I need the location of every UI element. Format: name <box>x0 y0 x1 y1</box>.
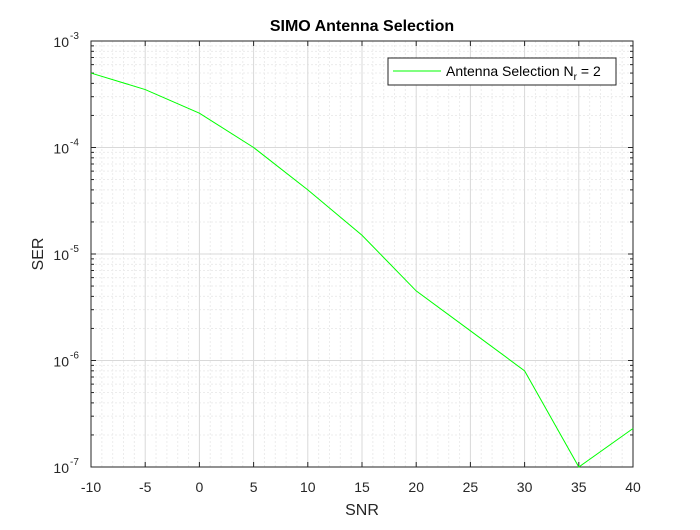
x-tick-label: 30 <box>517 479 533 495</box>
y-tick-label: 10 <box>53 247 69 263</box>
y-tick-label: 10 <box>53 460 69 476</box>
y-tick-exponent: -3 <box>70 31 79 42</box>
x-axis-label: SNR <box>345 502 379 519</box>
series <box>90 72 634 468</box>
legend-label-suffix: = 2 <box>577 63 601 79</box>
y-tick-label: 10 <box>53 34 69 50</box>
x-tick-label: 20 <box>408 479 424 495</box>
y-tick-exponent: -5 <box>70 244 79 255</box>
x-tick-label: 15 <box>354 479 370 495</box>
x-tick-label: -5 <box>139 479 152 495</box>
legend-label-main: Antenna Selection N <box>446 63 574 79</box>
y-tick-label: 10 <box>53 141 69 157</box>
y-tick-label: 10 <box>53 354 69 370</box>
x-tick-label: 10 <box>300 479 316 495</box>
y-axis-label: SER <box>30 238 47 271</box>
x-tick-label: 5 <box>250 479 258 495</box>
x-tick-label: 0 <box>196 479 204 495</box>
legend: Antenna Selection Nr = 2 <box>387 57 617 86</box>
legend-label-subscript: r <box>574 72 578 83</box>
legend-label: Antenna Selection Nr = 2 <box>446 63 601 83</box>
y-tick-exponent: -4 <box>70 138 79 149</box>
y-tick-exponent: -7 <box>70 457 79 468</box>
chart-title: SIMO Antenna Selection <box>270 18 454 35</box>
x-tick-label: -10 <box>81 479 101 495</box>
y-tick-exponent: -6 <box>70 351 79 362</box>
x-tick-label: 35 <box>571 479 587 495</box>
x-tick-label: 25 <box>463 479 479 495</box>
series-line-0 <box>90 72 634 468</box>
x-tick-label: 40 <box>625 479 641 495</box>
grid <box>90 40 634 468</box>
